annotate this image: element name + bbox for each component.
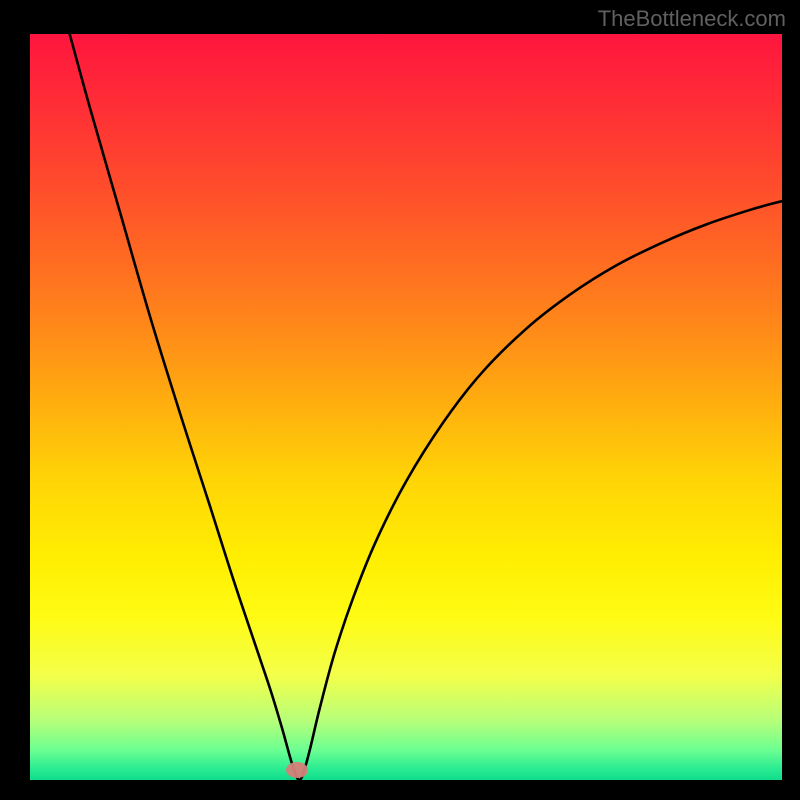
watermark-text: TheBottleneck.com bbox=[598, 6, 786, 32]
bottleneck-curve bbox=[30, 34, 782, 780]
optimal-point-marker bbox=[286, 762, 308, 778]
plot-outer-frame bbox=[0, 0, 800, 800]
plot-area bbox=[30, 34, 782, 780]
curve-path bbox=[68, 34, 782, 780]
